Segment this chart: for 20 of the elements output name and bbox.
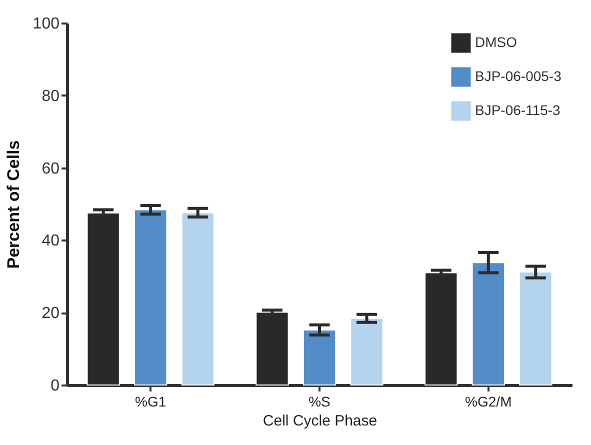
bar [519, 272, 552, 386]
legend-label: DMSO [475, 34, 518, 50]
bar [181, 212, 214, 386]
x-tick-label: %S [308, 394, 330, 410]
x-tick-label: %G1 [135, 394, 166, 410]
bar [472, 262, 505, 386]
y-tick-label: 20 [42, 305, 60, 322]
bar [302, 329, 336, 386]
bar [350, 318, 384, 386]
bar [134, 209, 168, 386]
y-tick-label: 0 [50, 378, 60, 394]
y-tick-label: 60 [42, 160, 60, 178]
x-axis-title: Cell Cycle Phase [262, 412, 378, 430]
legend-label: BJP-06-115-3 [475, 102, 561, 118]
y-tick-label: 100 [32, 16, 60, 32]
y-tick-label: 80 [42, 88, 60, 105]
x-tick-label: %G2/M [465, 394, 512, 410]
y-axis-title: Percent of Cells [4, 140, 23, 269]
legend-label: BJP-06-005-3 [475, 68, 562, 84]
y-tick-label: 40 [42, 232, 60, 250]
